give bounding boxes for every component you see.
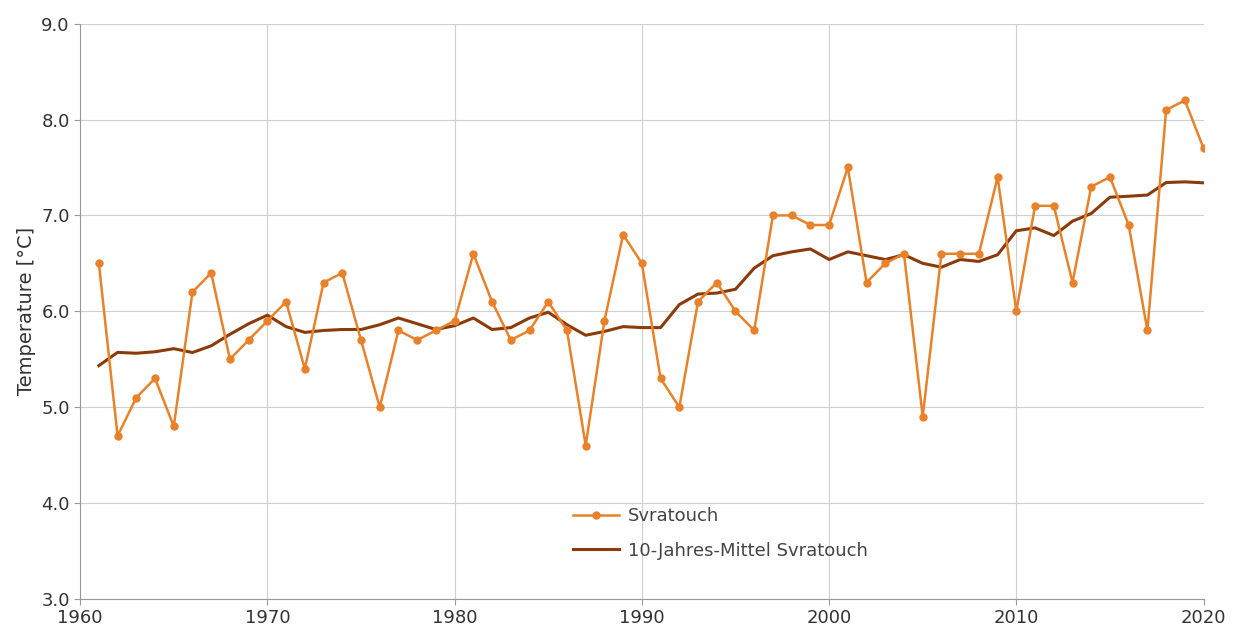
- Svratouch: [372, 403, 387, 411]
- 10-Jahres-Mittel Svratouch: [92, 362, 107, 370]
- Svratouch: [578, 442, 593, 450]
- 10-Jahres-Mittel Svratouch: [466, 314, 481, 322]
- 10-Jahres-Mittel Svratouch: [1177, 178, 1192, 185]
- Line: 10-Jahres-Mittel Svratouch: 10-Jahres-Mittel Svratouch: [99, 182, 1203, 366]
- 10-Jahres-Mittel Svratouch: [372, 321, 387, 328]
- 10-Jahres-Mittel Svratouch: [784, 248, 799, 256]
- 10-Jahres-Mittel Svratouch: [278, 323, 293, 330]
- Svratouch: [92, 260, 107, 267]
- Svratouch: [410, 336, 425, 344]
- Svratouch: [447, 317, 462, 325]
- 10-Jahres-Mittel Svratouch: [410, 320, 425, 328]
- 10-Jahres-Mittel Svratouch: [1196, 179, 1211, 187]
- Svratouch: [803, 221, 818, 229]
- 10-Jahres-Mittel Svratouch: [447, 322, 462, 330]
- Legend: Svratouch, 10-Jahres-Mittel Svratouch: Svratouch, 10-Jahres-Mittel Svratouch: [567, 500, 875, 567]
- Svratouch: [278, 298, 293, 305]
- Y-axis label: Temperature [°C]: Temperature [°C]: [16, 227, 36, 395]
- Svratouch: [1177, 97, 1192, 104]
- Svratouch: [1196, 144, 1211, 152]
- Line: Svratouch: Svratouch: [96, 97, 1207, 449]
- Svratouch: [466, 250, 481, 258]
